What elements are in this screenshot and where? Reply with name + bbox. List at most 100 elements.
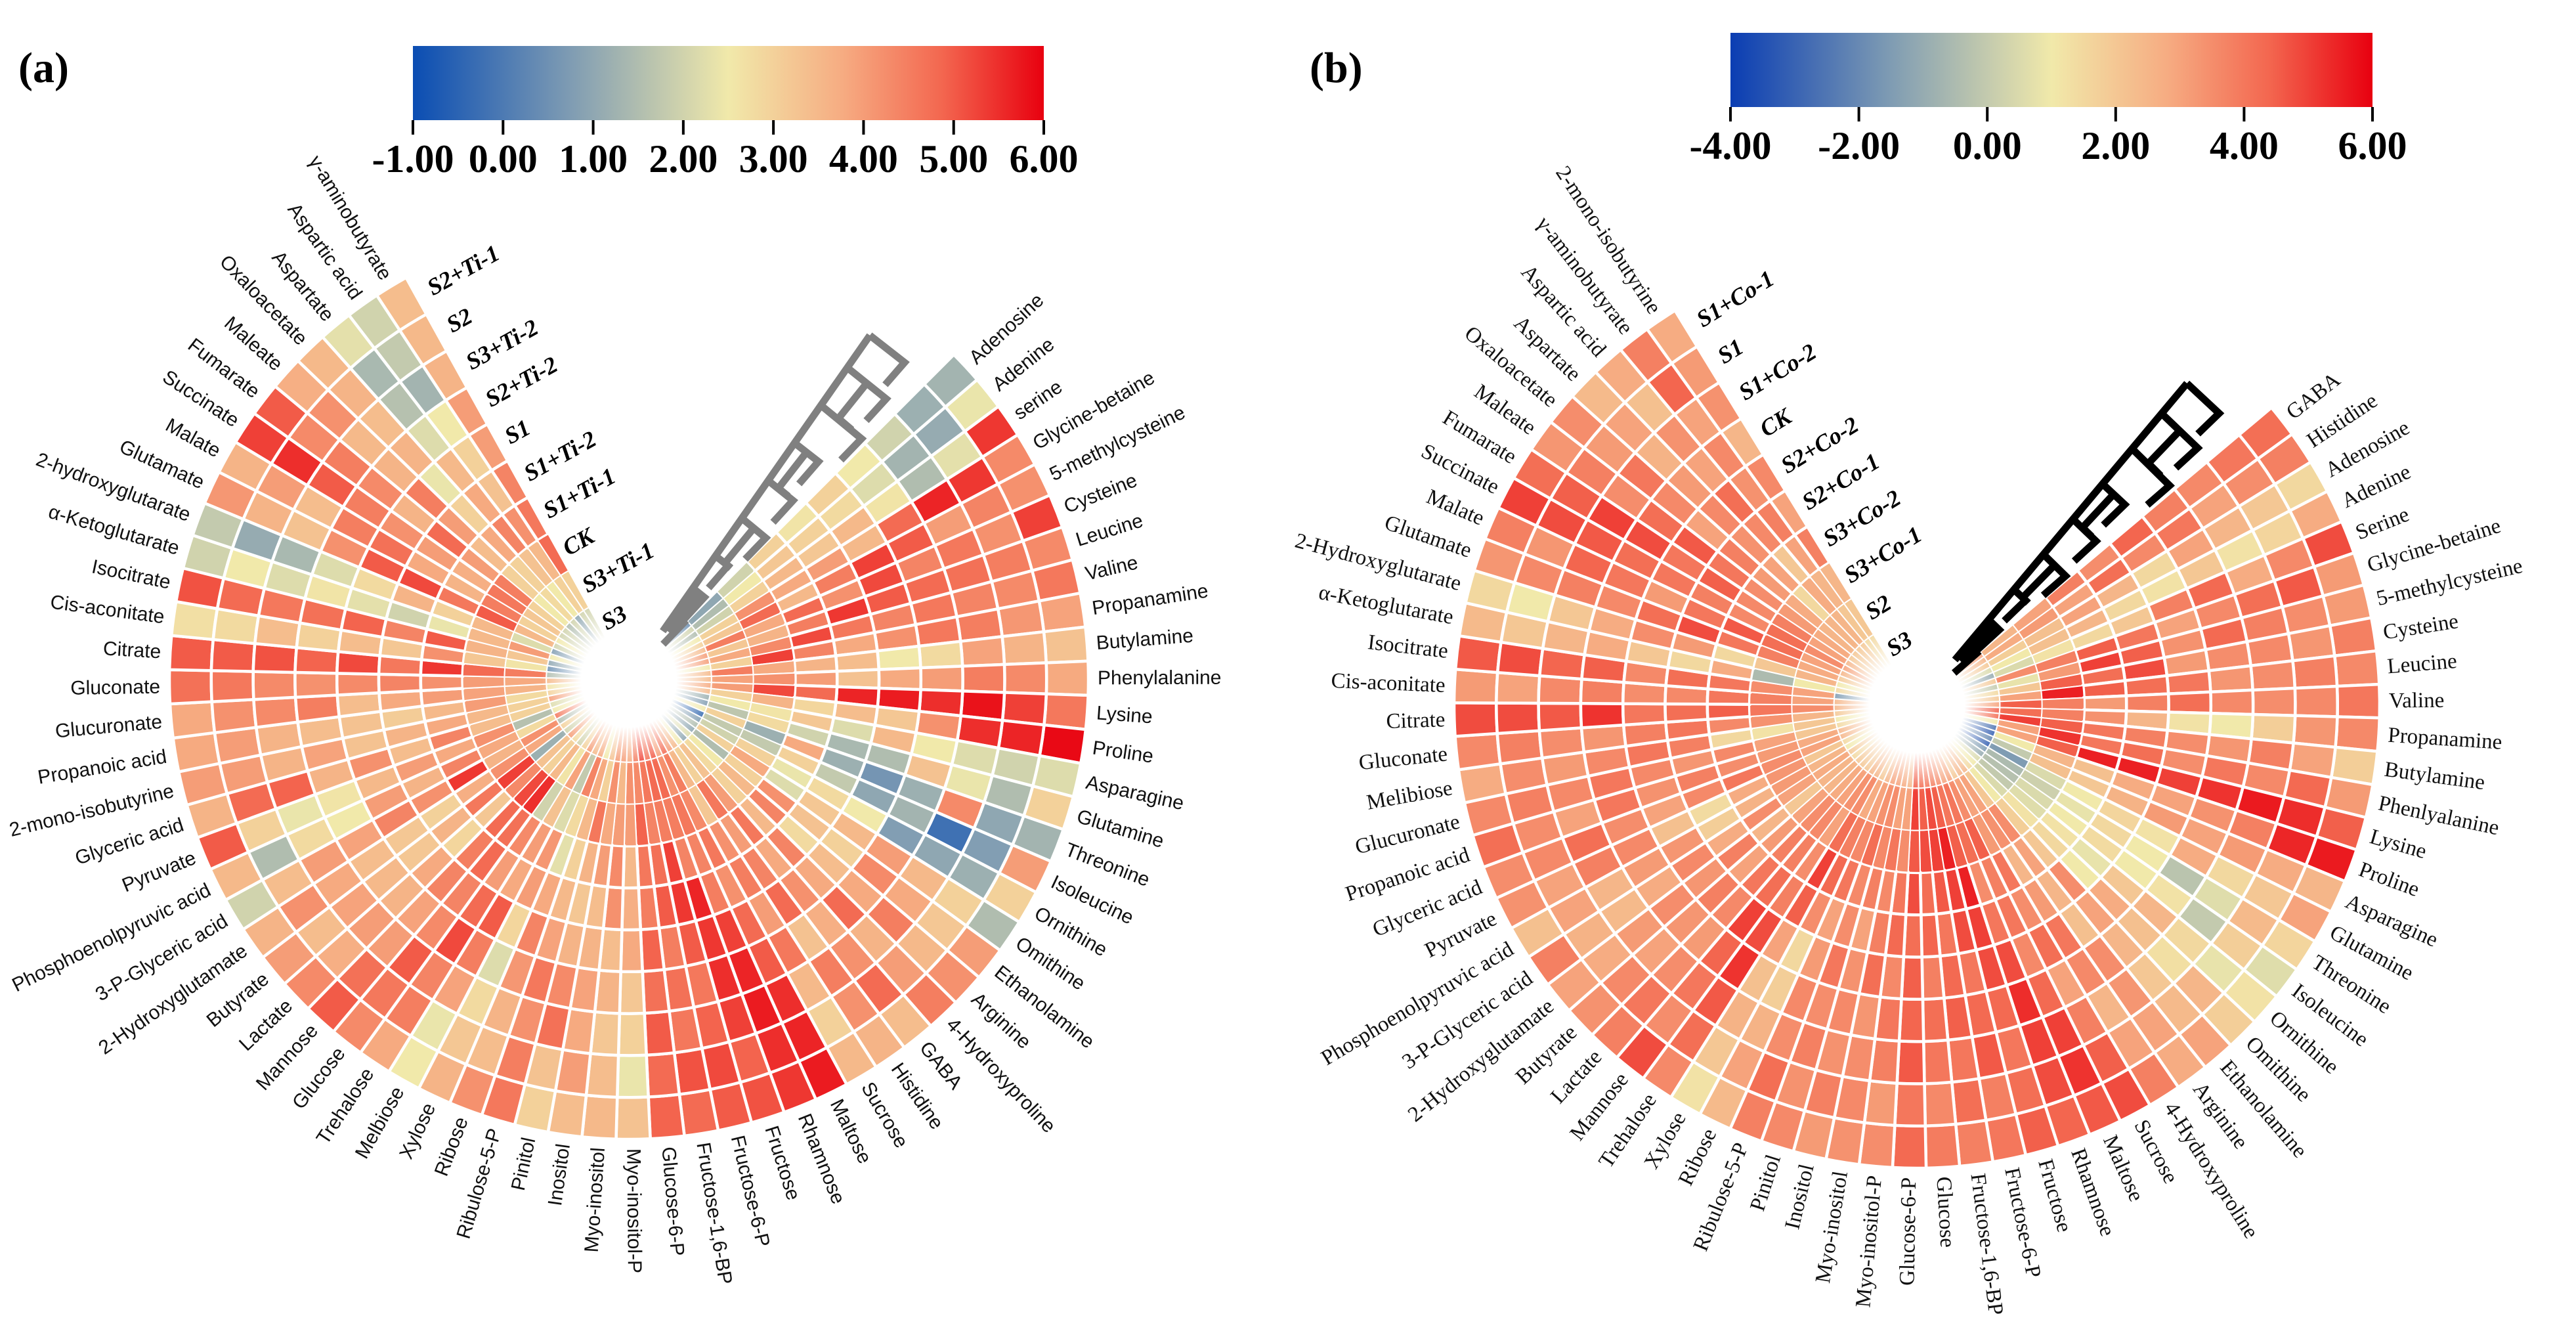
heatmap-cell: Myo-inositol-P / S1: 3.8 — [619, 928, 645, 974]
metabolite-label: Serine — [2352, 502, 2413, 544]
colorbar-tick-label: 6.00 — [2338, 124, 2407, 167]
metabolite-label: Myo-inositol-P — [622, 1148, 645, 1273]
heatmap-cell: Phenylalanine / S1: 3.8 — [877, 666, 923, 691]
panel-label: (a) — [18, 44, 69, 92]
heatmap-cell: Fructose-1,6-BP / S2+Ti-1: 4.8 — [677, 1087, 720, 1138]
heatmap-cell: Butylamine / S2: 3.6 — [1000, 630, 1048, 666]
heatmap-cell: Phenylalanine / S3+Ti-2: 4.5 — [960, 663, 1006, 694]
metabolite-label: Lysine — [1096, 702, 1153, 728]
heatmap-cell: Gluconate / S1+Co-1: 3.6 — [1453, 732, 1503, 772]
metabolite-label: Proline — [2355, 858, 2422, 902]
ring-label: CK — [558, 521, 600, 561]
heatmap-cell: Phenylalanine / S2: 4.3 — [1002, 661, 1048, 696]
metabolite-label: Glucose-6-P — [1896, 1177, 1921, 1286]
metabolite-label: Glucuronate — [54, 711, 163, 743]
heatmap-cell: Leucine / CK: 3.3 — [2207, 664, 2254, 694]
metabolite-label: Fructose — [2033, 1156, 2076, 1235]
heatmap-cell: Gluconate / CK: 3.3 — [1579, 723, 1628, 754]
heatmap-cell: Valine / S2+Co-2: 4.2 — [2166, 690, 2213, 715]
heatmap-cell: Butylamine / S3+Ti-2: 3.9 — [958, 634, 1006, 668]
ring-label: S1 — [500, 414, 535, 449]
heatmap-cell: Glucuronate / S2: 4.2 — [210, 697, 258, 735]
heatmap-cell: Cis-aconitate / S1+Co-1: 3.2 — [1452, 667, 1499, 705]
heatmap-cell: Glucuronate / S2+Ti-1: 3.8 — [168, 700, 217, 740]
heatmap-cell: Glucose-6-P / S2+Ti-1: 4.9 — [647, 1093, 687, 1141]
heatmap-cell: Valine / S2+Co-1: 3.8 — [2124, 692, 2170, 714]
metabolite-label: Citrate — [102, 638, 161, 663]
heatmap-cell: Gluconate / S1: 4.3 — [335, 672, 381, 697]
panel-label: (b) — [1310, 44, 1363, 92]
heatmap-cell: Citrate / S2+Ti-1: 5 — [167, 634, 215, 672]
heatmap-cell: Cis-aconitate / S1: 3 — [1495, 670, 1541, 705]
circular-heatmap: Adenosine / S2+Ti-1: 1.3Adenosine / S2: … — [167, 275, 1090, 1141]
colorbar-tick-label: 1.00 — [559, 137, 628, 181]
metabolite-label: Phenylalanine — [1098, 667, 1222, 689]
metabolite-label: Xylose — [395, 1100, 440, 1163]
heatmap-cell: Gluconate / S3+Ti-2: 4.3 — [251, 670, 297, 701]
metabolite-label: Malate — [162, 414, 225, 462]
metabolite-label: Cis-aconitate — [49, 591, 166, 628]
heatmap-cell: Fructose-1,6-BP / S1+Co-1: 3.8 — [1954, 1118, 1995, 1168]
metabolite-label: Malate — [1423, 485, 1488, 531]
heatmap-cell: Butylamine / S2+Ti-1: 3.3 — [1042, 625, 1090, 665]
heatmap-cell: Glucose-6-P / CK: 4.4 — [1897, 997, 1925, 1043]
metabolite-label: Isocitrate — [90, 556, 173, 593]
heatmap-cell: Glucose-6-P / S1+Co-1: 4.3 — [1891, 1124, 1928, 1170]
heatmap-cell: Valine / S3+Co-1: 3.8 — [2041, 697, 2085, 710]
colorbar-tick-label: 2.00 — [2081, 124, 2150, 167]
heatmap-cell: Valine / CK: 3.6 — [2208, 688, 2255, 716]
colorbar-tick-label: 0.00 — [1953, 124, 2022, 167]
colorbar-tick-label: 4.00 — [829, 137, 898, 181]
metabolite-label: Myo-inositol — [1811, 1169, 1853, 1285]
heatmap-cell: Citrate / S2+Co-1: 4.2 — [1664, 702, 1709, 724]
heatmap-cell: Glucose / S3+Co-2: 4.2 — [1918, 870, 1938, 917]
heatmap-cell: Glucose / CK: 4.2 — [1921, 996, 1950, 1043]
heatmap-cell: Leucine / S1+Co-2: 3.5 — [2249, 659, 2297, 692]
colorbar-gradient — [413, 46, 1044, 120]
heatmap-cell: Glucose / S1: 3.6 — [1923, 1080, 1958, 1127]
metabolite-label: Asparagine — [1084, 772, 1186, 814]
metabolite-label: Lysine — [2367, 825, 2430, 863]
colorbar-tick-label: 4.00 — [2210, 124, 2279, 167]
heatmap-cell: Gluconate / S1+Co-2: 3.5 — [1537, 726, 1586, 760]
ring-label: S1 — [1713, 334, 1748, 369]
metabolite-label: Butylamine — [2383, 758, 2486, 795]
heatmap-cell: Glucose / S1+Co-2: 4 — [1921, 1038, 1954, 1085]
heatmap-cell: Glucose-6-P / S2: 4.8 — [645, 1051, 681, 1099]
metabolite-label: Glucose — [1931, 1176, 1959, 1248]
metabolite-label: Citrate — [1386, 708, 1446, 733]
heatmap-cell: Glucuronate / S1: 3.4 — [335, 691, 383, 719]
heatmap-cell: Lysine / S2+Ti-1: 4.6 — [1042, 692, 1090, 732]
heatmap-cell: Citrate / S1+Co-2: 4.6 — [1537, 701, 1583, 733]
colorbar: -1.00 0.00 1.00 2.00 3.00 4.00 5.00 6.00 — [372, 46, 1079, 181]
ring-label: S1+Co-1 — [1692, 265, 1778, 332]
metabolite-label: Inositol — [1780, 1162, 1818, 1231]
heatmap-cell: Glucose-6-P / S2+Ti-2: 4.7 — [641, 968, 671, 1015]
heatmap-cell: Citrate / S1: 4.8 — [1495, 701, 1541, 735]
heatmap-cell: Butylamine / S2+Ti-2: 2.8 — [917, 640, 964, 670]
heatmap-cell: Myo-inositol-P / S2: 2.4 — [615, 1053, 651, 1099]
colorbar-tick-label: 0.00 — [469, 137, 538, 181]
metabolite-label: Proline — [1091, 737, 1155, 767]
ring-label: S2 — [442, 303, 477, 338]
heatmap-cell: Valine / S1+Co-1: 4 — [2335, 682, 2382, 720]
heatmap-cell: Propanamine / S2+Ti-1: 3.9 — [1037, 591, 1087, 634]
heatmap-cell: Citrate / S3+Co-2: 4.5 — [1706, 703, 1752, 721]
heatmap-cell: Phenylalanine / S1+Ti-2: 3.3 — [835, 668, 881, 690]
heatmap-cell: Valine / S1: 3.6 — [2293, 684, 2339, 718]
metabolite-label: Myo-inositol — [581, 1147, 609, 1253]
ring-label: CK — [1755, 402, 1797, 442]
metabolite-label: Propanoic acid — [36, 746, 168, 789]
metabolite-label: Fructose-6-P — [2000, 1166, 2045, 1280]
heatmap-cell: Myo-inositol-P / S1+Ti-2: 3.7 — [620, 886, 643, 932]
ring-label: S2+Ti-1 — [423, 240, 504, 301]
colorbar-tick-label: 5.00 — [919, 137, 988, 181]
metabolite-label: Fructose-1,6-BP — [1965, 1172, 2007, 1317]
colorbar-tick-label: 2.00 — [649, 137, 718, 181]
metabolite-label: Pinitol — [507, 1135, 540, 1192]
dendrogram — [1951, 380, 2225, 676]
heatmap-cell: Glucose-6-P / S1+Co-2: 4.6 — [1895, 1039, 1926, 1085]
heatmap-cell: Fructose-1,6-BP / S1: 4.2 — [1950, 1076, 1988, 1126]
